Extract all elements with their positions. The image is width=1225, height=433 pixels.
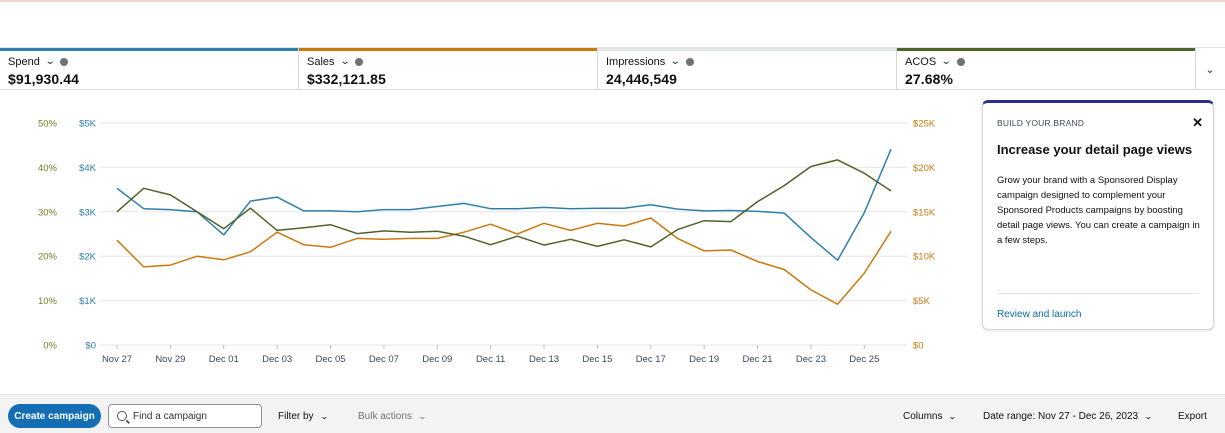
x-axis-tick-label: Dec 01 xyxy=(209,354,239,365)
close-icon[interactable]: ✕ xyxy=(1192,115,1203,130)
info-icon[interactable] xyxy=(685,57,694,66)
spend-axis-tick-label: $1K xyxy=(79,296,97,307)
x-axis-tick-label: Dec 17 xyxy=(636,354,666,365)
campaign-toolbar: Create campaign Filter by ⌄ Bulk actions… xyxy=(0,394,1225,433)
metric-value: 27.68% xyxy=(905,71,954,87)
metric-acos[interactable]: ACOS ⌄ 27.68% xyxy=(897,48,1196,90)
sales-axis-tick-label: $10K xyxy=(913,252,936,263)
x-axis-tick-label: Nov 29 xyxy=(155,354,185,365)
chevron-down-icon[interactable]: ⌄ xyxy=(1205,63,1215,76)
date-range-label: Date range: Nov 27 - Dec 26, 2023 xyxy=(983,410,1139,422)
metric-label: Spend xyxy=(8,55,40,68)
acos-axis-tick-label: 50% xyxy=(38,119,58,130)
divider xyxy=(997,293,1199,294)
metric-label: ACOS xyxy=(905,55,937,68)
spend-axis-tick-label: $5K xyxy=(79,119,97,130)
spend-axis-tick-label: $3K xyxy=(79,207,97,218)
series-line-acos xyxy=(116,159,892,248)
search-box[interactable] xyxy=(108,404,262,428)
series-line-spend xyxy=(116,148,892,261)
metric-spend-bar xyxy=(0,48,298,51)
export-button[interactable]: Export xyxy=(1178,410,1207,422)
chevron-down-icon[interactable]: ⌄ xyxy=(670,56,681,67)
sales-axis-tick-label: $25K xyxy=(913,119,936,130)
x-axis-tick-label: Dec 03 xyxy=(262,354,292,365)
performance-chart: 0% $0 $0 10% $1K $5K 20% $2K $10K 30% $3K $15K 40% $4… xyxy=(38,119,936,366)
review-and-launch-link[interactable]: Review and launch xyxy=(997,309,1082,320)
columns-dropdown[interactable]: Columns ⌄ xyxy=(903,404,958,428)
sales-axis-tick-label: $5K xyxy=(913,296,931,307)
x-axis-tick-label: Dec 25 xyxy=(849,354,879,365)
x-axis-tick-label: Dec 09 xyxy=(422,354,452,365)
chevron-down-icon[interactable]: ⌄ xyxy=(940,56,952,67)
sales-axis-tick-label: $20K xyxy=(913,163,936,174)
chevron-down-icon: ⌄ xyxy=(1144,411,1153,421)
info-icon[interactable] xyxy=(956,57,965,66)
chevron-down-icon: ⌄ xyxy=(417,411,427,421)
card-title: Increase your detail page views xyxy=(997,142,1193,157)
metric-impressions-bar xyxy=(598,48,896,51)
spend-axis-tick-label: $2K xyxy=(79,252,97,263)
info-icon[interactable] xyxy=(60,57,69,66)
x-axis-tick-label: Dec 13 xyxy=(529,354,559,365)
metric-value: 24,446,549 xyxy=(606,71,678,87)
x-axis-tick-label: Nov 27 xyxy=(102,354,132,365)
x-axis-tick-label: Dec 21 xyxy=(742,354,772,365)
series-line-sales xyxy=(116,217,892,305)
top-accent-line xyxy=(0,0,1225,2)
spend-axis-tick-label: $0 xyxy=(85,341,96,352)
metric-impressions[interactable]: Impressions ⌄ 24,446,549 xyxy=(598,48,897,90)
create-campaign-button[interactable]: Create campaign xyxy=(8,404,101,428)
metric-sales-bar xyxy=(299,48,597,51)
sales-axis-tick-label: $15K xyxy=(913,207,936,218)
metric-value: $91,930.44 xyxy=(8,71,80,87)
card-body: Grow your brand with a Sponsored Display… xyxy=(997,175,1200,246)
info-icon[interactable] xyxy=(354,57,363,66)
columns-label: Columns xyxy=(903,410,943,422)
metric-label: Sales xyxy=(307,55,335,68)
acos-axis-tick-label: 10% xyxy=(38,296,58,307)
x-axis-tick-label: Dec 19 xyxy=(689,354,719,365)
x-axis-tick-label: Dec 11 xyxy=(476,354,505,365)
x-axis-tick-label: Dec 05 xyxy=(315,354,345,365)
metric-value: $332,121.85 xyxy=(307,71,386,87)
x-axis-tick-label: Dec 15 xyxy=(582,354,612,365)
chevron-down-icon: ⌄ xyxy=(319,411,329,421)
bulk-actions-dropdown[interactable]: Bulk actions ⌄ xyxy=(358,404,427,428)
metric-sales[interactable]: Sales ⌄ $332,121.85 xyxy=(299,48,598,90)
x-axis-tick-label: Dec 07 xyxy=(369,354,399,365)
x-axis-tick-label: Dec 23 xyxy=(796,354,826,365)
acos-axis-tick-label: 0% xyxy=(43,341,57,352)
sales-axis-tick-label: $0 xyxy=(913,341,924,352)
acos-axis-tick-label: 30% xyxy=(38,207,58,218)
search-input[interactable] xyxy=(133,410,253,422)
metric-acos-bar xyxy=(897,48,1195,51)
bulk-actions-label: Bulk actions xyxy=(358,410,412,422)
spend-axis-tick-label: $4K xyxy=(79,163,97,174)
chevron-down-icon: ⌄ xyxy=(948,411,958,421)
top-bar xyxy=(0,2,1225,48)
build-brand-card: BUILD YOUR BRAND ✕ Increase your detail … xyxy=(982,100,1214,330)
filter-by-label: Filter by xyxy=(278,410,314,422)
card-eyebrow: BUILD YOUR BRAND xyxy=(997,118,1085,128)
metric-label: Impressions xyxy=(606,55,666,68)
chevron-down-icon[interactable]: ⌄ xyxy=(339,56,351,67)
chevron-down-icon[interactable]: ⌄ xyxy=(44,56,56,67)
acos-axis-tick-label: 20% xyxy=(38,252,58,263)
search-icon xyxy=(117,411,127,421)
date-range-dropdown[interactable]: Date range: Nov 27 - Dec 26, 2023 ⌄ xyxy=(983,404,1153,428)
metrics-row: Spend ⌄ $91,930.44 Sales ⌄ $332,121.85 I… xyxy=(0,48,1225,90)
filter-by-dropdown[interactable]: Filter by ⌄ xyxy=(278,404,329,428)
metric-spend[interactable]: Spend ⌄ $91,930.44 xyxy=(0,48,299,90)
acos-axis-tick-label: 40% xyxy=(38,163,58,174)
